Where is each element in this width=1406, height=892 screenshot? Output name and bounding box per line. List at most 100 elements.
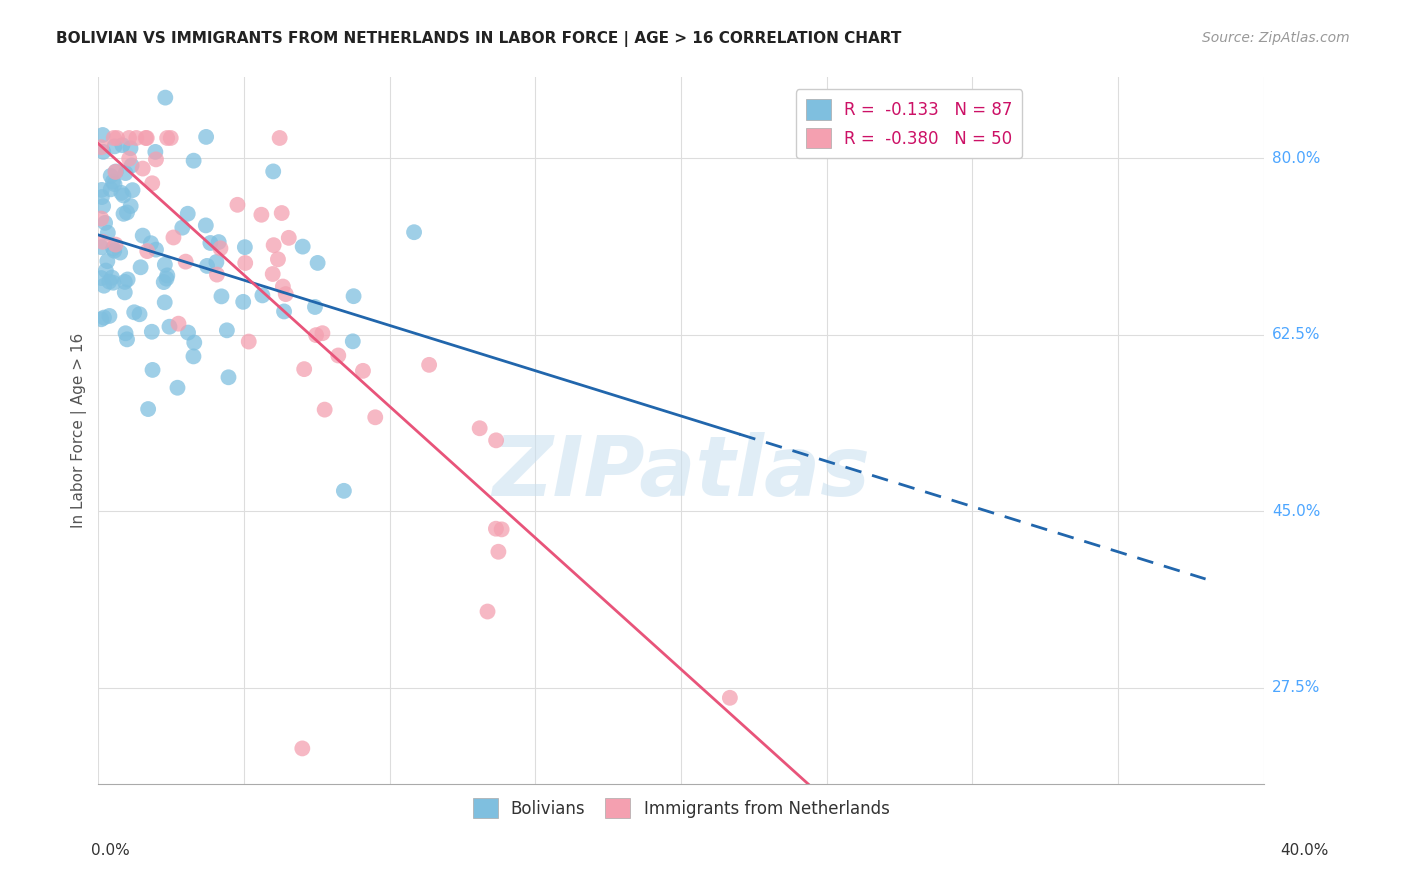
Y-axis label: In Labor Force | Age > 16: In Labor Force | Age > 16 — [72, 333, 87, 528]
Point — [155, 271, 177, 285]
Point — [104, 165, 127, 179]
Point — [491, 522, 513, 536]
Point — [172, 220, 194, 235]
Point — [167, 317, 190, 331]
Point — [93, 278, 115, 293]
Point — [120, 141, 142, 155]
Point — [364, 410, 387, 425]
Text: 40.0%: 40.0% — [1281, 843, 1329, 857]
Point — [135, 131, 157, 145]
Point — [103, 139, 125, 153]
Point — [263, 238, 285, 252]
Point — [136, 402, 159, 417]
Point — [93, 310, 115, 325]
Point — [145, 243, 167, 257]
Point — [105, 131, 128, 145]
Point — [122, 305, 145, 319]
Text: 62.5%: 62.5% — [1272, 327, 1320, 343]
Point — [183, 350, 205, 364]
Point — [209, 241, 232, 255]
Point — [94, 216, 117, 230]
Point — [101, 175, 124, 189]
Point — [208, 235, 231, 249]
Point — [226, 198, 249, 212]
Point — [96, 254, 118, 268]
Point — [114, 275, 136, 289]
Point — [121, 183, 143, 197]
Point — [183, 335, 205, 350]
Point — [111, 138, 134, 153]
Point — [112, 207, 135, 221]
Point — [262, 164, 284, 178]
Point — [91, 199, 114, 213]
Point — [103, 131, 125, 145]
Point — [262, 267, 284, 281]
Point — [101, 242, 124, 256]
Point — [342, 289, 364, 303]
Point — [128, 307, 150, 321]
Point — [125, 131, 148, 145]
Point — [153, 295, 176, 310]
Point — [118, 152, 141, 166]
Point — [155, 90, 177, 104]
Point — [112, 188, 135, 202]
Point — [267, 252, 290, 267]
Point — [718, 690, 741, 705]
Point — [177, 207, 200, 221]
Point — [131, 228, 153, 243]
Point — [194, 219, 217, 233]
Point — [129, 260, 152, 275]
Point — [314, 402, 336, 417]
Point — [238, 334, 260, 349]
Point — [90, 190, 112, 204]
Point — [218, 370, 240, 384]
Text: BOLIVIAN VS IMMIGRANTS FROM NETHERLANDS IN LABOR FORCE | AGE > 16 CORRELATION CH: BOLIVIAN VS IMMIGRANTS FROM NETHERLANDS … — [56, 31, 901, 47]
Text: Source: ZipAtlas.com: Source: ZipAtlas.com — [1202, 31, 1350, 45]
Point — [252, 288, 274, 302]
Point — [98, 275, 121, 289]
Point — [97, 226, 120, 240]
Point — [114, 326, 136, 341]
Point — [110, 186, 132, 200]
Point — [104, 164, 127, 178]
Point — [90, 240, 112, 254]
Legend: Bolivians, Immigrants from Netherlands: Bolivians, Immigrants from Netherlands — [465, 791, 897, 825]
Point — [136, 244, 159, 258]
Point — [485, 522, 508, 536]
Point — [90, 271, 112, 285]
Point — [195, 129, 218, 144]
Point — [104, 237, 127, 252]
Point — [304, 300, 326, 314]
Point — [404, 225, 426, 239]
Point — [153, 258, 176, 272]
Point — [307, 256, 329, 270]
Point — [103, 177, 125, 191]
Point — [418, 358, 440, 372]
Point — [103, 244, 125, 258]
Point — [174, 254, 197, 268]
Point — [114, 166, 136, 180]
Point — [115, 332, 138, 346]
Point — [162, 230, 184, 244]
Point — [141, 363, 163, 377]
Point — [143, 145, 166, 159]
Point — [311, 326, 333, 341]
Point — [121, 159, 143, 173]
Point — [333, 483, 356, 498]
Point — [274, 287, 297, 301]
Point — [159, 131, 181, 145]
Point — [177, 326, 200, 340]
Point — [277, 231, 299, 245]
Point — [94, 263, 117, 277]
Point — [90, 211, 112, 226]
Point — [103, 276, 125, 290]
Point — [101, 270, 124, 285]
Point — [352, 364, 374, 378]
Point — [108, 245, 131, 260]
Point — [141, 325, 163, 339]
Point — [292, 362, 315, 376]
Point — [305, 328, 328, 343]
Point — [91, 145, 114, 159]
Point — [152, 275, 174, 289]
Point — [291, 741, 314, 756]
